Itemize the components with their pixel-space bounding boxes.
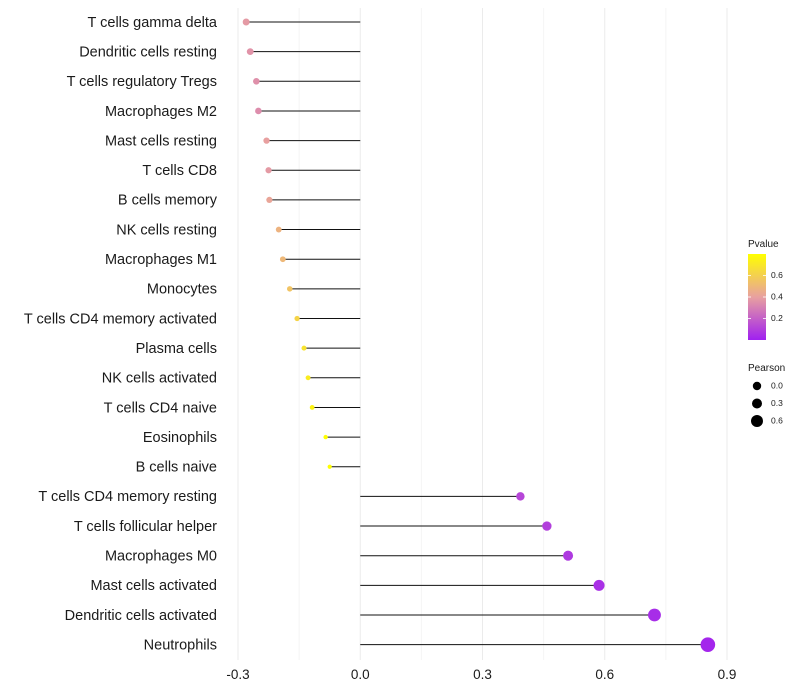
- category-label: T cells gamma delta: [88, 15, 218, 31]
- category-label: Macrophages M1: [105, 252, 217, 268]
- data-point: [593, 579, 605, 591]
- data-point: [516, 492, 525, 501]
- pearson-size-label: 0.6: [771, 415, 783, 425]
- data-point: [265, 167, 272, 174]
- category-label: Macrophages M0: [105, 549, 217, 565]
- pvalue-colorbar: [748, 254, 766, 340]
- data-point: [542, 521, 552, 531]
- data-point: [263, 137, 270, 144]
- category-label: Monocytes: [147, 282, 217, 298]
- data-point: [279, 256, 286, 263]
- x-tick-labels: -0.3 0.0 0.3 0.6 0.9: [226, 667, 736, 682]
- category-label: Mast cells resting: [105, 133, 217, 149]
- pearson-size-label: 0.3: [771, 398, 783, 408]
- colorbar-tick-label: 0.6: [771, 270, 783, 280]
- lollipop-dots: [242, 18, 716, 652]
- category-label: Macrophages M2: [105, 104, 217, 120]
- x-tick-label: -0.3: [226, 667, 249, 682]
- pearson-size-key: [752, 398, 762, 409]
- pearson-legend-title: Pearson: [748, 363, 785, 374]
- x-tick-label: 0.6: [595, 667, 614, 682]
- category-label: NK cells resting: [116, 222, 217, 238]
- category-label: B cells naive: [136, 460, 217, 476]
- pearson-legend: Pearson 0.0 0.3 0.6: [748, 363, 785, 427]
- category-labels: T cells gamma delta Dendritic cells resti…: [24, 15, 218, 654]
- category-label: Neutrophils: [144, 637, 217, 653]
- category-label: Eosinophils: [143, 430, 217, 446]
- lollipop-stems: [246, 21, 708, 646]
- colorbar-tick-label: 0.4: [771, 291, 783, 301]
- data-point: [246, 48, 254, 56]
- data-point: [301, 345, 307, 351]
- colorbar-tick-label: 0.2: [771, 313, 783, 323]
- category-label: NK cells activated: [102, 371, 217, 387]
- data-point: [305, 375, 311, 381]
- pearson-size-label: 0.0: [771, 380, 783, 390]
- data-point: [323, 434, 328, 440]
- data-point: [253, 77, 260, 85]
- category-label: Dendritic cells activated: [65, 608, 217, 624]
- x-tick-label: 0.3: [473, 667, 492, 682]
- data-point: [563, 550, 574, 561]
- data-point: [255, 107, 262, 115]
- data-point: [242, 18, 250, 26]
- data-point: [266, 196, 273, 203]
- data-point: [309, 405, 315, 410]
- category-label: Mast cells activated: [90, 578, 217, 594]
- category-label: B cells memory: [118, 193, 218, 209]
- pvalue-legend-title: Pvalue: [748, 239, 779, 250]
- data-point: [700, 637, 716, 652]
- data-point: [275, 226, 282, 233]
- pvalue-legend: Pvalue 0.6 0.4 0.2: [748, 239, 783, 340]
- category-label: T cells CD4 memory activated: [24, 311, 217, 327]
- legend: Pvalue 0.6 0.4 0.2 Pearson 0.0 0.3 0.6: [748, 239, 785, 427]
- pearson-size-key: [752, 381, 762, 391]
- x-tick-label: 0.0: [351, 667, 370, 682]
- x-tick-label: 0.9: [718, 667, 737, 682]
- category-label: T cells CD8: [142, 163, 217, 179]
- data-point: [286, 286, 293, 292]
- category-label: T cells regulatory Tregs: [67, 74, 217, 90]
- pearson-size-key: [751, 415, 763, 427]
- category-label: T cells follicular helper: [74, 519, 217, 535]
- data-point: [327, 464, 332, 469]
- category-label: Plasma cells: [136, 341, 217, 357]
- category-label: T cells CD4 naive: [104, 400, 217, 416]
- category-label: T cells CD4 memory resting: [38, 489, 217, 505]
- data-point: [294, 315, 300, 322]
- category-label: Dendritic cells resting: [79, 44, 217, 60]
- grid-lines: [237, 8, 728, 660]
- data-point: [648, 608, 661, 622]
